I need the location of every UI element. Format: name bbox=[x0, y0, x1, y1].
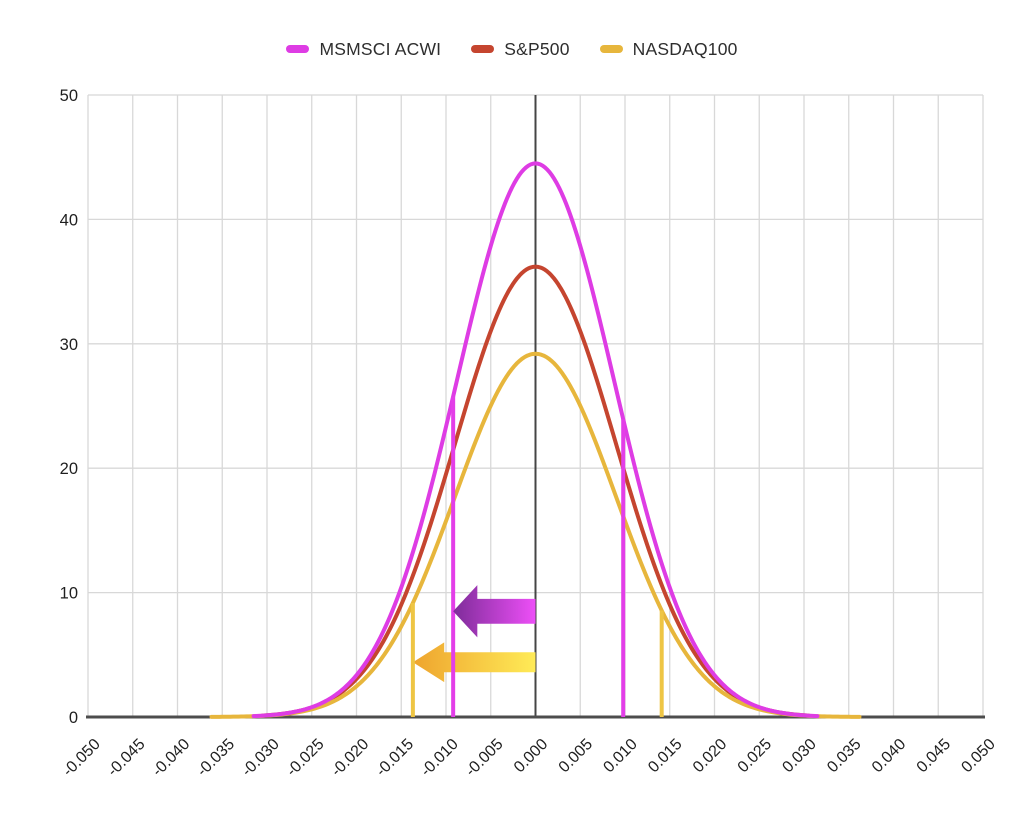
x-tick-label: -0.005 bbox=[462, 736, 506, 780]
x-tick-label: 0.000 bbox=[511, 736, 551, 776]
y-tick-label: 0 bbox=[69, 709, 78, 727]
curve-nasdaq100 bbox=[209, 351, 862, 719]
legend-label: NASDAQ100 bbox=[632, 38, 738, 59]
chart-legend: MSMSCI ACWI S&P500 NASDAQ100 bbox=[0, 36, 1024, 62]
nasdaq-shift-arrow-icon bbox=[412, 642, 536, 683]
x-tick-label: 0.010 bbox=[600, 736, 640, 776]
legend-label: S&P500 bbox=[504, 38, 570, 59]
legend-swatch-icon bbox=[286, 45, 310, 53]
y-tick-label: 10 bbox=[60, 585, 78, 603]
x-tick-label: 0.015 bbox=[645, 736, 685, 776]
curve-s-p500 bbox=[260, 264, 811, 718]
x-tick-label: -0.050 bbox=[60, 736, 104, 780]
x-tick-label: -0.020 bbox=[328, 736, 372, 780]
legend-item-sp500: S&P500 bbox=[471, 39, 569, 60]
x-tick-label: 0.005 bbox=[556, 736, 596, 776]
y-tick-label: 20 bbox=[60, 460, 78, 478]
y-tick-label: 30 bbox=[60, 336, 78, 354]
x-tick-label: -0.035 bbox=[194, 736, 238, 780]
x-tick-label: 0.035 bbox=[824, 736, 864, 776]
y-tick-label: 50 bbox=[60, 87, 78, 105]
x-tick-label: -0.025 bbox=[283, 736, 327, 780]
x-tick-label: 0.040 bbox=[869, 736, 909, 776]
x-tick-label: 0.030 bbox=[779, 736, 819, 776]
x-tick-label: 0.020 bbox=[690, 736, 730, 776]
x-tick-label: 0.050 bbox=[958, 736, 998, 776]
x-tick-label: 0.025 bbox=[735, 736, 775, 776]
x-tick-label: -0.040 bbox=[149, 736, 193, 780]
legend-swatch-icon bbox=[471, 45, 495, 53]
legend-item-nasdaq100: NASDAQ100 bbox=[599, 38, 738, 60]
legend-label: MSMSCI ACWI bbox=[319, 38, 442, 59]
y-tick-label: 40 bbox=[60, 211, 78, 229]
x-tick-label: -0.010 bbox=[418, 736, 462, 780]
x-tick-label: -0.030 bbox=[239, 736, 283, 780]
x-tick-label: -0.045 bbox=[104, 736, 148, 780]
acwi-shift-arrow-icon bbox=[453, 585, 536, 638]
x-tick-label: 0.045 bbox=[914, 736, 954, 776]
curve-msmsci-acwi bbox=[251, 161, 820, 719]
legend-swatch-icon bbox=[599, 45, 623, 53]
legend-item-msmsci-acwi: MSMSCI ACWI bbox=[286, 39, 441, 60]
x-tick-label: -0.015 bbox=[373, 736, 417, 780]
